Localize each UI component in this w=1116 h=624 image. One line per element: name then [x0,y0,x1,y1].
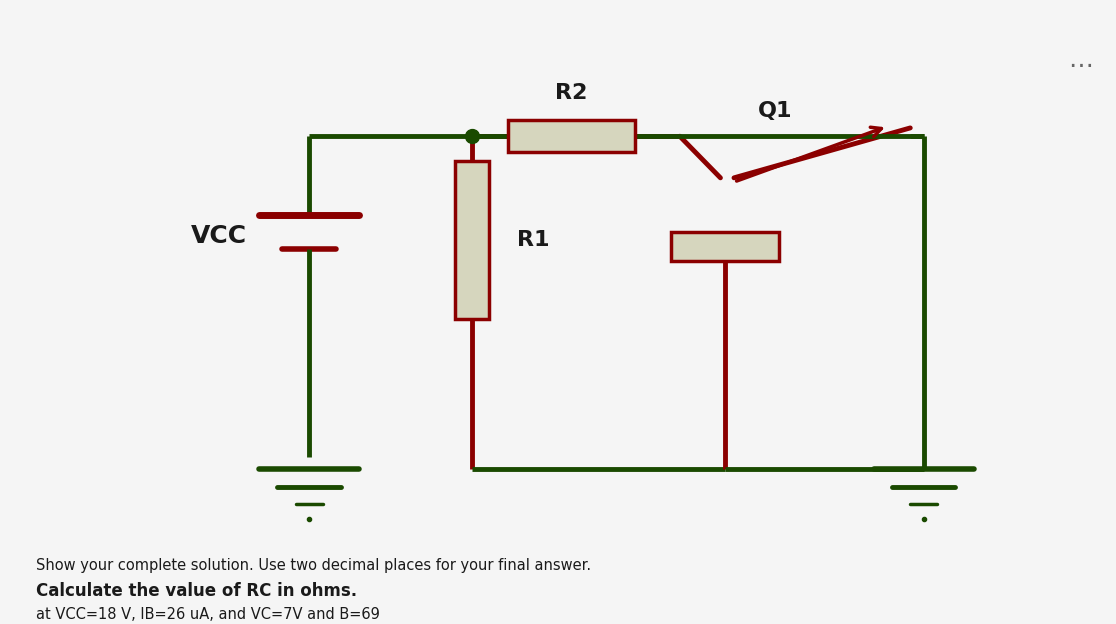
Text: R1: R1 [517,230,549,250]
Text: Q1: Q1 [758,101,792,121]
Bar [508,120,635,152]
Text: at VCC=18 V, IB=26 uA, and VC=7V and B=69: at VCC=18 V, IB=26 uA, and VC=7V and B=6… [36,607,379,622]
Text: Calculate the value of RC in ohms.: Calculate the value of RC in ohms. [36,582,357,600]
Bar [454,161,489,319]
Text: R2: R2 [555,83,587,103]
Bar [671,232,779,261]
Text: VCC: VCC [191,224,247,248]
Text: ⋯: ⋯ [1068,54,1093,77]
Text: Show your complete solution. Use two decimal places for your final answer.: Show your complete solution. Use two dec… [36,558,590,573]
